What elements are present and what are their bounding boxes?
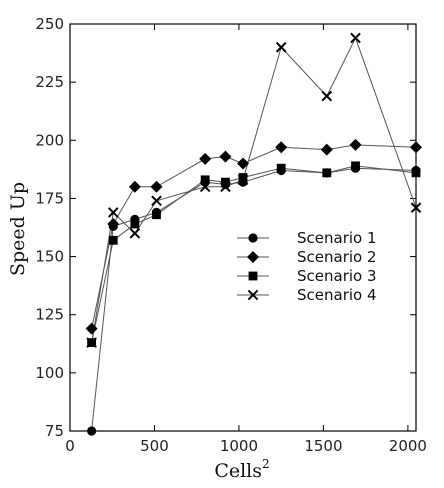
data-point-diamond bbox=[410, 141, 422, 154]
data-point-diamond bbox=[219, 150, 232, 163]
data-point-x bbox=[107, 207, 119, 218]
y-tick-label: 125 bbox=[35, 306, 64, 324]
legend-marker-diamond bbox=[247, 251, 259, 263]
x-tick-label: 1000 bbox=[220, 437, 258, 455]
y-tick-label: 200 bbox=[35, 131, 64, 149]
data-point-x bbox=[410, 202, 422, 214]
data-point-diamond bbox=[320, 143, 333, 156]
data-point-x bbox=[129, 228, 141, 239]
data-point-diamond bbox=[107, 218, 120, 231]
data-point-square bbox=[221, 177, 230, 187]
data-point-x bbox=[86, 337, 97, 348]
data-point-square bbox=[411, 168, 421, 178]
data-point-diamond bbox=[150, 180, 163, 193]
data-point-x bbox=[275, 41, 287, 53]
legend-label: Scenario 2 bbox=[297, 248, 377, 266]
data-point-square bbox=[152, 210, 161, 220]
y-tick-label: 100 bbox=[35, 364, 64, 382]
y-tick-label: 75 bbox=[45, 422, 64, 440]
data-point-square bbox=[108, 235, 118, 245]
data-point-circle bbox=[87, 426, 97, 436]
data-point-x bbox=[237, 174, 249, 186]
y-tick-label: 150 bbox=[35, 248, 64, 266]
y-tick-label: 175 bbox=[35, 189, 64, 207]
data-point-x bbox=[321, 90, 333, 102]
legend-label: Scenario 3 bbox=[297, 267, 377, 285]
data-point-x bbox=[350, 32, 361, 44]
plot-frame bbox=[69, 23, 417, 432]
data-point-square bbox=[322, 168, 332, 178]
x-axis-label-text: Cells bbox=[214, 460, 262, 482]
data-point-square bbox=[238, 173, 248, 182]
x-tick-label: 0 bbox=[65, 437, 75, 455]
x-axis-label-superscript: 2 bbox=[262, 457, 270, 471]
data-point-diamond bbox=[349, 138, 362, 151]
plot-area: 0 500 1000 1500 2000 75 100 125 150 175 200 225 250 bbox=[35, 15, 427, 455]
legend-marker-square bbox=[248, 271, 258, 281]
legend-marker-circle bbox=[248, 233, 258, 243]
data-point-square bbox=[130, 219, 140, 229]
x-axis-label: Cells2 bbox=[214, 457, 269, 482]
data-point-x bbox=[199, 181, 211, 193]
y-tick-label: 250 bbox=[35, 15, 64, 33]
x-tick-label: 500 bbox=[140, 437, 169, 455]
legend-label: Scenario 4 bbox=[297, 286, 377, 304]
data-point-square bbox=[351, 161, 360, 171]
legend-label: Scenario 1 bbox=[297, 229, 377, 247]
data-point-diamond bbox=[275, 141, 288, 154]
data-point-diamond bbox=[128, 180, 141, 193]
y-axis-label: Speed Up bbox=[7, 182, 29, 276]
y-tick-label: 225 bbox=[35, 73, 64, 91]
x-tick-label: 2000 bbox=[389, 437, 427, 455]
data-point-diamond bbox=[85, 322, 98, 335]
data-point-diamond bbox=[199, 152, 212, 165]
data-point-x bbox=[220, 181, 231, 193]
data-point-x bbox=[151, 195, 162, 207]
data-point-diamond bbox=[237, 157, 249, 170]
legend-marker-x bbox=[247, 289, 259, 301]
x-tick-label: 1500 bbox=[304, 437, 342, 455]
data-point-square bbox=[276, 163, 286, 173]
data-point-square bbox=[200, 175, 210, 185]
